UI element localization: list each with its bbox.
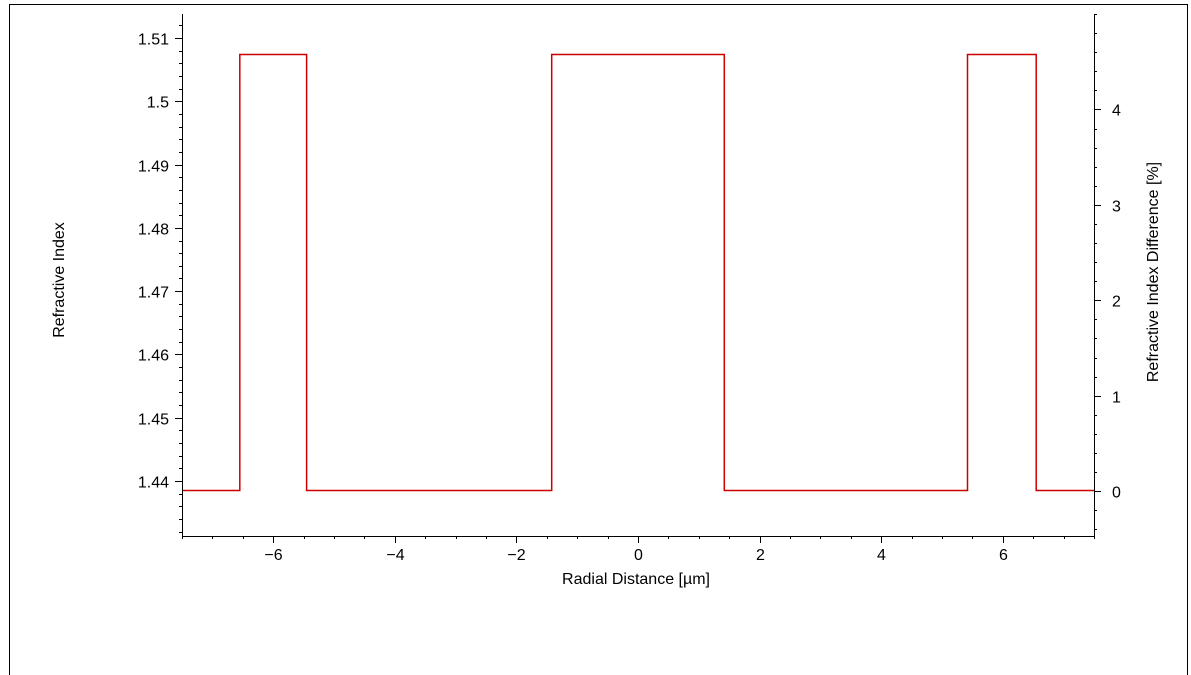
x-tick-label: −6 xyxy=(264,547,282,564)
y-axis-left: 1.44 1.45 1.46 1.47 1.48 1.49 1.5 1.51 xyxy=(138,14,183,536)
y-axis-right-title: Refractive Index Difference [%] xyxy=(1145,162,1162,382)
y2-tick-label: 1 xyxy=(1112,390,1121,407)
plot-area xyxy=(182,53,1094,492)
y-tick-label: 1.5 xyxy=(147,95,169,112)
x-tick-label: 4 xyxy=(877,547,886,564)
y-tick-label: 1.48 xyxy=(138,222,169,239)
y2-tick-label: 3 xyxy=(1112,199,1121,216)
y-tick-label: 1.49 xyxy=(138,159,169,176)
y-axis-left-title: Refractive Index xyxy=(51,222,68,338)
series-line-0 xyxy=(182,53,1094,492)
y-tick-label: 1.44 xyxy=(138,475,169,492)
y-tick-label: 1.46 xyxy=(138,348,169,365)
y2-tick-label: 2 xyxy=(1112,294,1121,311)
x-tick-label: 6 xyxy=(999,547,1008,564)
y-tick-label: 1.47 xyxy=(138,285,169,302)
y2-tick-label: 4 xyxy=(1112,103,1121,120)
x-tick-label: 0 xyxy=(634,547,643,564)
x-axis-title: Radial Distance [µm] xyxy=(562,571,710,588)
y-tick-label: 1.45 xyxy=(138,412,169,429)
y-axis-right: 0 1 2 3 4 xyxy=(1094,14,1121,536)
y-tick-label: 1.51 xyxy=(138,32,169,49)
x-tick-label: −2 xyxy=(507,547,525,564)
y2-tick-label: 0 xyxy=(1112,485,1121,502)
x-tick-label: −4 xyxy=(386,547,404,564)
x-axis: −6 −4 −2 0 2 4 6 xyxy=(182,536,1095,564)
x-tick-label: 2 xyxy=(756,547,765,564)
